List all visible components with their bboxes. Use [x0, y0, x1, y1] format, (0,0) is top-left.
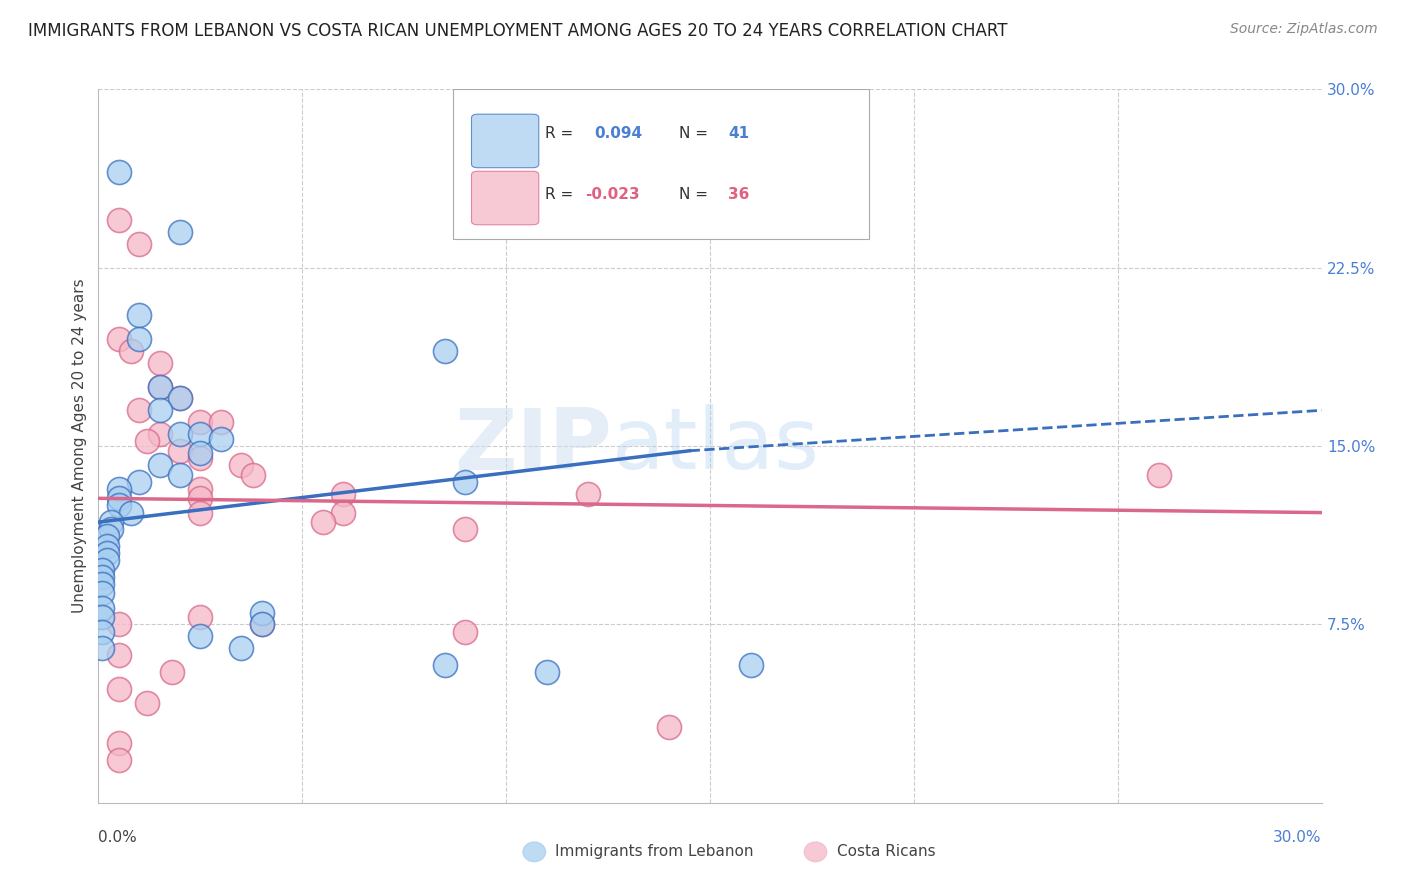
Point	[454, 522, 477, 536]
Text: Source: ZipAtlas.com: Source: ZipAtlas.com	[1230, 22, 1378, 37]
Point	[250, 617, 273, 632]
Point	[120, 506, 142, 520]
Point	[108, 491, 131, 506]
Point	[91, 641, 114, 656]
Text: Costa Ricans: Costa Ricans	[837, 845, 935, 859]
Point	[209, 415, 232, 429]
Point	[169, 392, 191, 406]
Point	[149, 379, 172, 393]
Text: 41: 41	[728, 126, 749, 141]
Point	[128, 308, 150, 322]
Point	[128, 332, 150, 346]
Point	[188, 450, 212, 465]
Point	[1147, 467, 1170, 482]
Point	[108, 681, 131, 696]
Point	[576, 486, 599, 500]
Point	[231, 458, 253, 472]
Point	[188, 415, 212, 429]
Point	[91, 563, 114, 577]
Point	[108, 165, 131, 179]
Text: Immigrants from Lebanon: Immigrants from Lebanon	[555, 845, 754, 859]
Point	[188, 427, 212, 442]
Text: 30.0%: 30.0%	[1274, 830, 1322, 845]
Point	[454, 475, 477, 489]
Point	[231, 641, 253, 656]
Point	[149, 427, 172, 442]
Point	[169, 427, 191, 442]
FancyBboxPatch shape	[471, 114, 538, 168]
FancyBboxPatch shape	[471, 171, 538, 225]
Point	[108, 499, 131, 513]
Point	[96, 546, 118, 560]
Point	[332, 506, 354, 520]
Point	[91, 624, 114, 639]
Point	[91, 610, 114, 624]
Point	[100, 515, 122, 529]
Point	[242, 467, 264, 482]
Point	[136, 434, 159, 449]
Point	[149, 379, 172, 393]
Y-axis label: Unemployment Among Ages 20 to 24 years: Unemployment Among Ages 20 to 24 years	[72, 278, 87, 614]
Point	[120, 343, 142, 358]
Point	[188, 610, 212, 624]
Text: ZIP: ZIP	[454, 404, 612, 488]
Point	[434, 657, 457, 672]
Point	[128, 403, 150, 417]
Text: atlas: atlas	[612, 404, 820, 488]
Point	[169, 443, 191, 458]
Point	[188, 491, 212, 506]
Point	[169, 392, 191, 406]
Point	[108, 736, 131, 750]
Point	[108, 753, 131, 767]
Point	[740, 657, 762, 672]
Point	[136, 696, 159, 710]
Point	[149, 458, 172, 472]
Point	[91, 570, 114, 584]
Point	[188, 482, 212, 496]
Point	[536, 665, 558, 679]
Point	[108, 332, 131, 346]
Point	[434, 343, 457, 358]
Point	[108, 648, 131, 663]
Point	[209, 432, 232, 446]
Text: R =: R =	[546, 187, 574, 202]
Point	[658, 720, 681, 734]
Point	[169, 225, 191, 239]
Point	[332, 486, 354, 500]
Point	[149, 356, 172, 370]
Point	[188, 506, 212, 520]
Point	[91, 600, 114, 615]
Point	[169, 467, 191, 482]
Text: N =: N =	[679, 126, 709, 141]
Point	[96, 539, 118, 553]
Text: R =: R =	[546, 126, 574, 141]
Point	[96, 529, 118, 543]
Point	[91, 586, 114, 600]
Point	[250, 606, 273, 620]
Point	[149, 403, 172, 417]
Point	[454, 624, 477, 639]
Point	[160, 665, 183, 679]
Point	[91, 577, 114, 591]
Point	[128, 236, 150, 251]
Text: 0.0%: 0.0%	[98, 830, 138, 845]
Text: 36: 36	[728, 187, 749, 202]
Point	[96, 553, 118, 567]
Point	[108, 617, 131, 632]
Text: 0.094: 0.094	[593, 126, 643, 141]
Text: N =: N =	[679, 187, 709, 202]
FancyBboxPatch shape	[453, 89, 869, 239]
Point	[108, 213, 131, 227]
Point	[188, 629, 212, 643]
Point	[100, 522, 122, 536]
Text: IMMIGRANTS FROM LEBANON VS COSTA RICAN UNEMPLOYMENT AMONG AGES 20 TO 24 YEARS CO: IMMIGRANTS FROM LEBANON VS COSTA RICAN U…	[28, 22, 1008, 40]
Text: -0.023: -0.023	[585, 187, 640, 202]
Point	[188, 446, 212, 460]
Point	[250, 617, 273, 632]
Point	[312, 515, 335, 529]
Point	[108, 482, 131, 496]
Point	[128, 475, 150, 489]
